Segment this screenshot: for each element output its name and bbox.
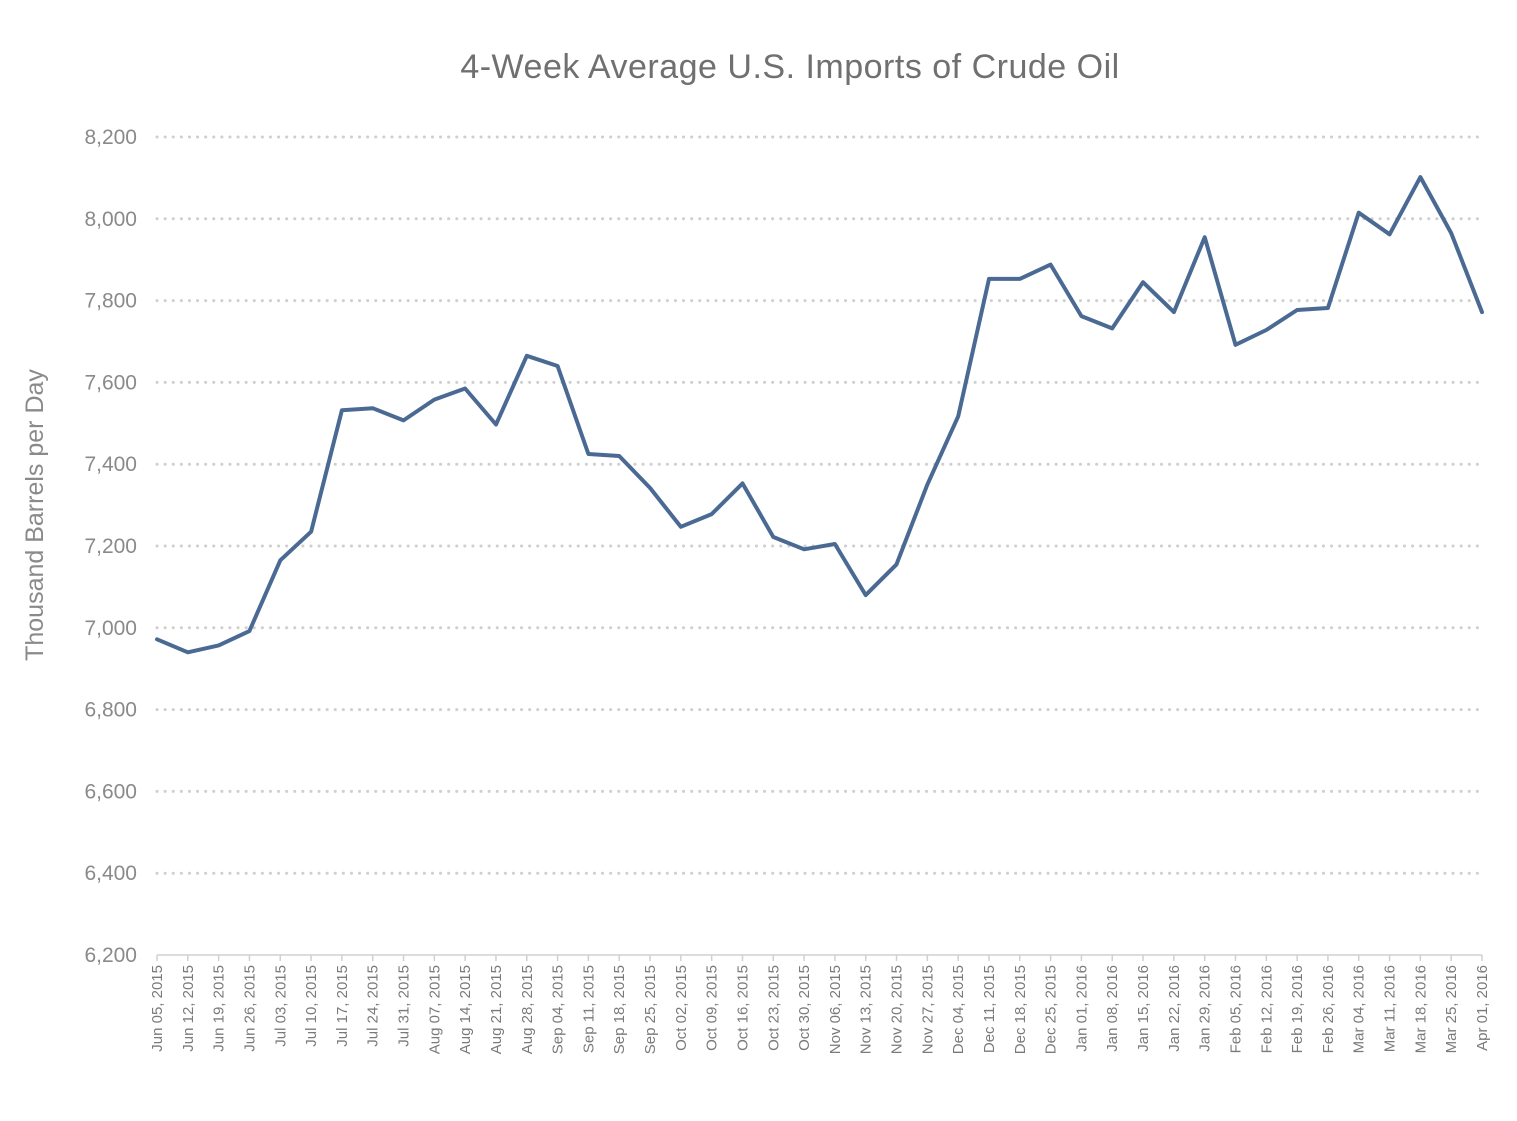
x-tick-label: Jan 01, 2016 xyxy=(1073,965,1090,1052)
x-tick-label: Jul 03, 2015 xyxy=(272,965,289,1047)
x-tick-label: Feb 12, 2016 xyxy=(1258,965,1275,1053)
x-tick-label: Sep 18, 2015 xyxy=(611,965,628,1054)
y-tick-label: 7,200 xyxy=(84,535,137,558)
y-tick-label: 6,200 xyxy=(84,944,137,967)
x-tick-label: Jul 31, 2015 xyxy=(396,965,413,1047)
x-tick-labels: Jun 05, 2015 Jun 12, 2015 Jun 19, 2015 Jun … xyxy=(149,955,1491,1054)
x-tick-label: Dec 11, 2015 xyxy=(981,965,998,1053)
y-tick-label: 7,800 xyxy=(84,290,137,313)
x-tick-label: Sep 11, 2015 xyxy=(580,965,597,1053)
x-tick-label: Aug 14, 2015 xyxy=(457,965,474,1054)
x-tick-label: Aug 28, 2015 xyxy=(519,965,536,1054)
y-tick-label: 6,600 xyxy=(84,780,137,803)
x-tick-label: Dec 04, 2015 xyxy=(950,965,967,1054)
x-tick-label: Feb 05, 2016 xyxy=(1227,965,1244,1053)
x-tick-label: Aug 21, 2015 xyxy=(488,965,505,1054)
chart-title: 4-Week Average U.S. Imports of Crude Oil xyxy=(460,48,1120,86)
series-line xyxy=(155,175,1484,655)
x-tick-label: Jan 22, 2016 xyxy=(1166,965,1183,1052)
x-tick-label: Apr 01, 2016 xyxy=(1474,965,1491,1051)
x-tick-label: Jun 19, 2015 xyxy=(211,965,228,1052)
x-tick-label: Jan 15, 2016 xyxy=(1135,965,1152,1052)
x-tick-label: Jun 26, 2015 xyxy=(241,965,258,1052)
x-tick-label: Feb 26, 2016 xyxy=(1320,965,1337,1053)
x-tick-label: Oct 30, 2015 xyxy=(796,965,813,1051)
x-tick-label: Mar 04, 2016 xyxy=(1351,965,1368,1053)
x-tick-label: Sep 04, 2015 xyxy=(550,965,567,1054)
x-tick-label: Mar 25, 2016 xyxy=(1443,965,1460,1053)
x-tick-label: Nov 13, 2015 xyxy=(858,965,875,1054)
x-tick-label: Oct 09, 2015 xyxy=(704,965,721,1051)
x-tick-label: Feb 19, 2016 xyxy=(1289,965,1306,1053)
y-tick-label: 7,600 xyxy=(84,371,137,394)
x-tick-label: Mar 18, 2016 xyxy=(1412,965,1429,1053)
x-tick-label: Jun 12, 2015 xyxy=(180,965,197,1052)
y-tick-label: 8,200 xyxy=(84,126,137,149)
y-tick-labels: 6,200 6,400 6,600 6,800 7,000 7,200 7,400 7,600… xyxy=(84,126,137,967)
y-tick-label: 8,000 xyxy=(84,208,137,231)
x-tick-label: Nov 27, 2015 xyxy=(919,965,936,1054)
x-tick-label: Oct 23, 2015 xyxy=(765,965,782,1051)
x-tick-label: Jul 17, 2015 xyxy=(334,965,351,1047)
y-axis-label: Thousand Barrels per Day xyxy=(21,369,49,661)
x-tick-label: Oct 02, 2015 xyxy=(673,965,690,1051)
x-tick-label: Nov 06, 2015 xyxy=(827,965,844,1054)
x-tick-label: Jul 24, 2015 xyxy=(365,965,382,1047)
x-tick-label: Jun 05, 2015 xyxy=(149,965,166,1052)
y-tick-label: 6,800 xyxy=(84,699,137,722)
x-tick-label: Dec 25, 2015 xyxy=(1043,965,1060,1054)
x-tick-label: Jan 29, 2016 xyxy=(1197,965,1214,1052)
x-tick-label: Nov 20, 2015 xyxy=(889,965,906,1054)
y-tick-label: 6,400 xyxy=(84,862,137,885)
x-tick-label: Sep 25, 2015 xyxy=(642,965,659,1054)
x-tick-label: Jul 10, 2015 xyxy=(303,965,320,1047)
x-tick-label: Jan 08, 2016 xyxy=(1104,965,1121,1052)
x-tick-label: Oct 16, 2015 xyxy=(734,965,751,1051)
x-tick-label: Mar 11, 2016 xyxy=(1382,965,1399,1052)
gridlines xyxy=(155,135,1484,875)
x-tick-label: Aug 07, 2015 xyxy=(426,965,443,1054)
y-tick-label: 7,000 xyxy=(84,617,137,640)
y-tick-label: 7,400 xyxy=(84,453,137,476)
x-tick-label: Dec 18, 2015 xyxy=(1012,965,1029,1054)
